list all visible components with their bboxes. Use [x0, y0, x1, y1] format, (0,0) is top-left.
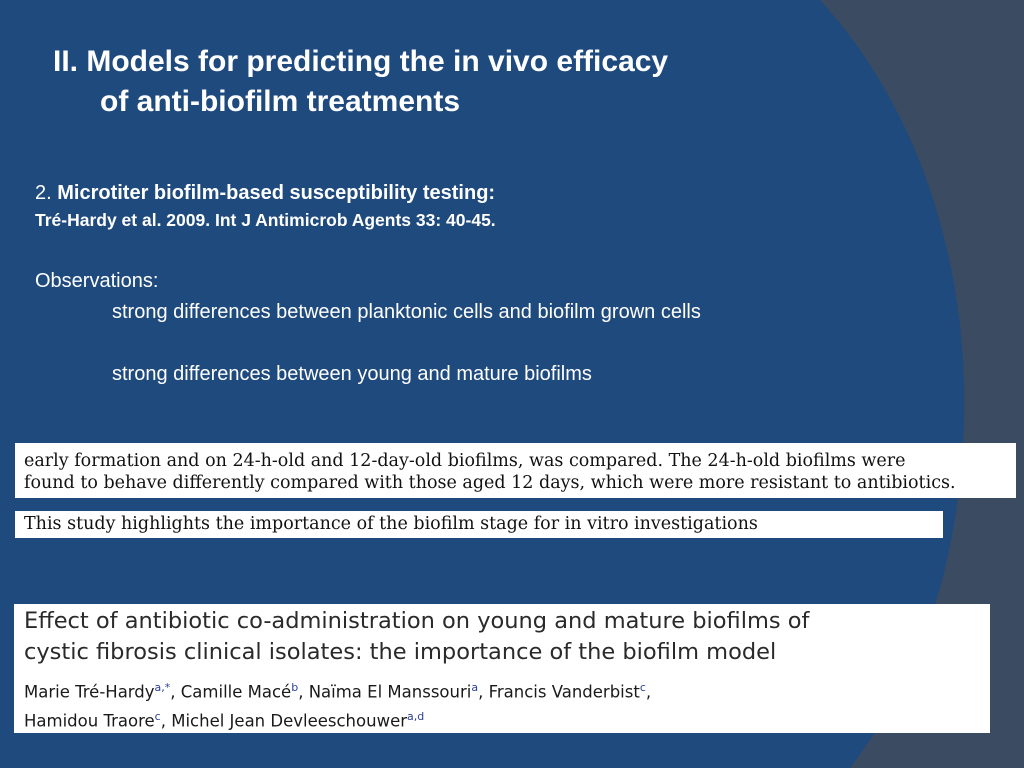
author-name: Marie Tré-Hardy [24, 682, 155, 702]
highlight-box: This study highlights the importance of … [15, 511, 943, 538]
excerpt-box: early formation and on 24-h-old and 12-d… [15, 443, 1016, 498]
observation: strong differences between planktonic ce… [112, 301, 701, 323]
citation: Tré-Hardy et al. 2009. Int J Antimicrob … [35, 210, 496, 230]
affiliation: a [471, 681, 479, 694]
affiliation: c [154, 709, 161, 723]
affiliation: c [639, 681, 646, 694]
author-name: , Michel Jean Devleeschouwer [160, 711, 408, 730]
author-line: Marie Tré-Hardya,*, Camille Macéb, Naïma… [14, 676, 990, 705]
title-line: II. Models for predicting the in vivo ef… [53, 45, 669, 78]
section-heading: 2. Microtiter biofilm-based susceptibili… [35, 180, 495, 206]
background-panel [0, 0, 965, 768]
section-title: Microtiter biofilm-based susceptibility … [57, 182, 496, 204]
section-number: 2. [35, 182, 52, 204]
author-name: Hamidou Traore [24, 711, 155, 730]
authors: Marie Tré-Hardya,*, Camille Macéb, Naïma… [14, 676, 990, 733]
affiliation: a,* [154, 681, 171, 694]
excerpt-line: found to behave differently compared wit… [24, 473, 956, 493]
title-line: of anti-biofilm treatments [100, 85, 461, 118]
excerpt-line: early formation and on 24-h-old and 12-d… [24, 451, 906, 471]
author-name: , Camille Macé [170, 682, 292, 702]
paper-title-line: Effect of antibiotic co-administration o… [24, 608, 810, 634]
paper-title-line: cystic fibrosis clinical isolates: the i… [24, 639, 777, 665]
paper-box: Effect of antibiotic co-administration o… [14, 604, 990, 733]
observations-label: Observations: [35, 270, 159, 292]
author-line: Hamidou Traorec, Michel Jean Devleeschou… [14, 705, 990, 734]
author-name: , [645, 682, 652, 702]
observation: strong differences between young and mat… [112, 363, 592, 385]
highlight-text: This study highlights the importance of … [24, 514, 758, 534]
author-name: , Francis Vanderbist [478, 682, 640, 702]
affiliation: a,d [407, 709, 425, 723]
affiliation: b [291, 681, 299, 694]
author-name: , Naïma El Manssouri [298, 682, 472, 702]
